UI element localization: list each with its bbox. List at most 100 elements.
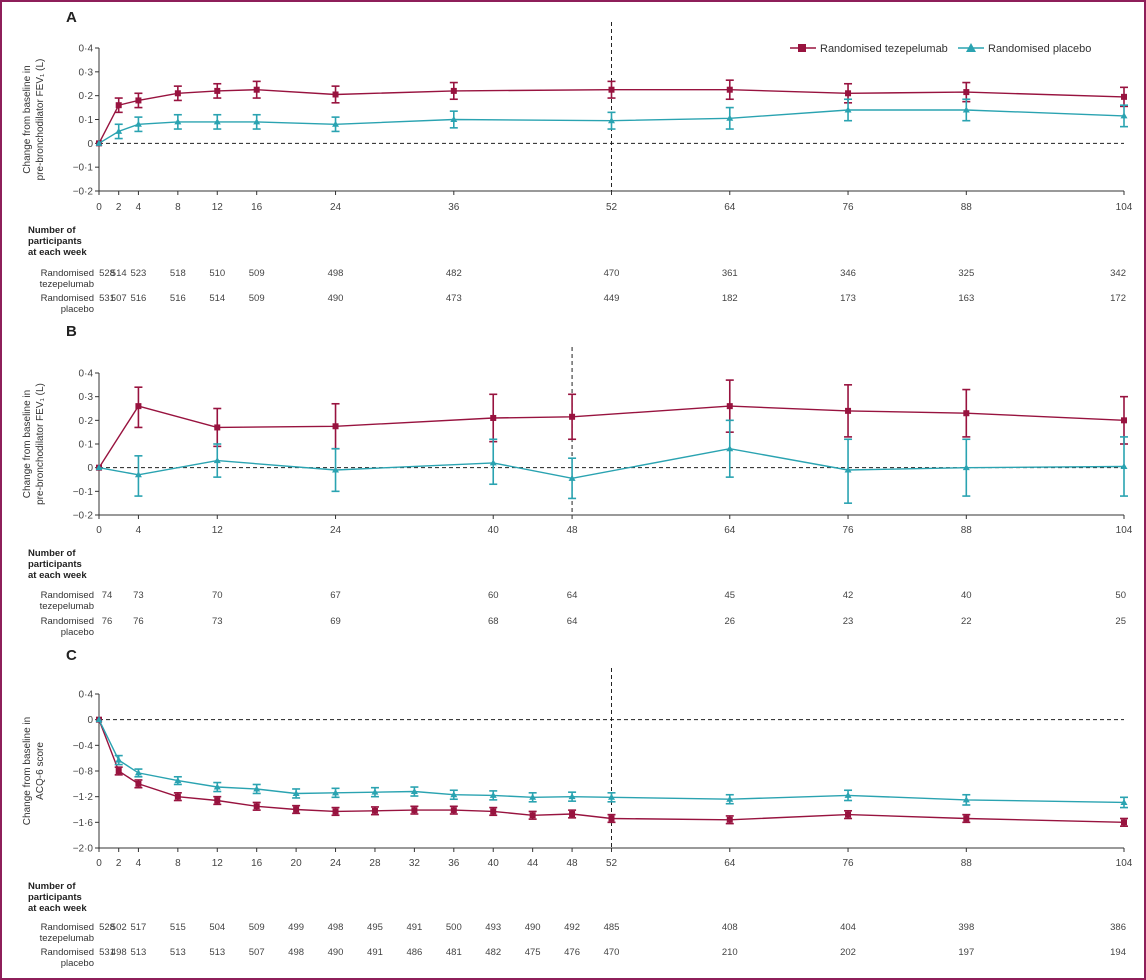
y-tick-label: 0 [87,715,93,726]
participants-header-line: at each week [28,570,87,581]
participant-count-placebo: 470 [604,947,620,958]
y-tick-label: −0·4 [73,741,94,752]
data-point [726,114,734,121]
participant-count-placebo: 507 [249,947,265,958]
participants-row-label: tezepelumab [40,601,94,612]
x-tick-label: 40 [488,858,500,869]
participant-count-placebo: 163 [958,293,974,304]
data-point [332,91,339,98]
participant-count-placebo: 531 [99,293,115,304]
data-point [214,424,221,431]
participant-count-placebo: 498 [111,947,127,958]
x-tick-label: 12 [212,525,224,536]
participants-row-label: placebo [61,627,94,638]
participant-count-placebo: 210 [722,947,738,958]
participant-count-tezepelumab: 325 [958,268,974,279]
legend-label-placebo: Randomised placebo [988,43,1091,55]
participant-count-placebo: 22 [961,616,972,627]
participant-count-placebo: 23 [843,616,854,627]
data-point [450,116,458,122]
participant-count-placebo: 516 [130,293,146,304]
data-point [135,780,142,787]
data-point [135,403,142,410]
participant-count-tezepelumab: 523 [130,268,146,279]
participant-count-placebo: 513 [170,947,186,958]
series-tezepelumab [96,379,1128,471]
participant-count-tezepelumab: 45 [724,590,735,601]
legend-triangle-marker [966,43,976,52]
data-point [115,102,122,109]
data-point [489,459,497,466]
data-point [332,466,340,473]
participant-count-placebo: 509 [249,293,265,304]
data-point [845,90,852,97]
participant-count-tezepelumab: 515 [170,922,186,933]
data-point [214,87,221,94]
y-axis-label: Change from baseline in pre-bronchodilato… [22,383,46,505]
participant-count-tezepelumab: 408 [722,922,738,933]
x-tick-label: 48 [567,525,579,536]
y-tick-label: −0·2 [73,187,94,198]
x-tick-label: 88 [961,525,973,536]
data-point [450,791,458,798]
data-point [1121,417,1127,424]
participants-row-label: Randomised [41,590,94,601]
data-point [332,120,340,127]
y-tick-label: 0·4 [79,44,94,55]
y-tick-label: −0·1 [73,487,94,498]
participant-count-tezepelumab: 495 [367,922,383,933]
data-point [963,89,970,96]
data-point [293,806,300,813]
data-point [115,756,123,763]
participant-count-tezepelumab: 499 [288,922,304,933]
x-tick-label: 64 [724,202,736,213]
x-tick-label: 2 [116,202,122,213]
participant-count-placebo: 491 [367,947,383,958]
data-point [450,87,457,94]
participant-count-placebo: 202 [840,947,856,958]
data-point [95,464,103,471]
data-point [568,793,576,800]
data-point [134,120,142,127]
series-placebo [95,716,1128,809]
participants-row-label: Randomised [41,947,94,958]
data-point [608,793,615,800]
x-tick-label: 4 [136,858,142,869]
y-axis-label-line: Change from baseline in [22,65,33,173]
data-point [962,796,970,803]
y-axis-label-line: ACQ-6 score [35,742,46,800]
data-point [174,90,181,97]
data-point [490,414,497,421]
data-point [529,793,537,800]
x-tick-label: 8 [175,202,181,213]
participant-count-placebo: 25 [1115,616,1126,627]
x-tick-label: 16 [251,202,263,213]
x-tick-label: 4 [136,525,142,536]
participant-count-tezepelumab: 64 [567,590,578,601]
participant-count-placebo: 73 [212,616,223,627]
participants-row-label: Randomised [41,616,94,627]
legend-label-tezepelumab: Randomised tezepelumab [820,43,948,55]
data-point [95,716,103,723]
participant-count-placebo: 182 [722,293,738,304]
data-point [332,808,339,815]
participants-header-line: participants [28,892,82,903]
participant-count-tezepelumab: 528 [99,922,115,933]
x-tick-label: 4 [136,202,142,213]
participant-count-placebo: 64 [567,616,578,627]
participant-count-tezepelumab: 70 [212,590,223,601]
y-axis-label-line: pre-bronchodilator FEV₁ (L) [35,59,46,181]
data-point [845,811,852,818]
x-tick-label: 24 [330,858,342,869]
participant-count-tezepelumab: 342 [1110,268,1126,279]
x-tick-label: 0 [96,525,102,536]
y-tick-label: −0·8 [73,767,94,778]
participants-header-line: Number of [28,881,76,892]
data-point [844,106,852,113]
y-tick-label: −0·2 [73,511,94,522]
data-point [726,816,733,823]
participant-count-tezepelumab: 60 [488,590,499,601]
